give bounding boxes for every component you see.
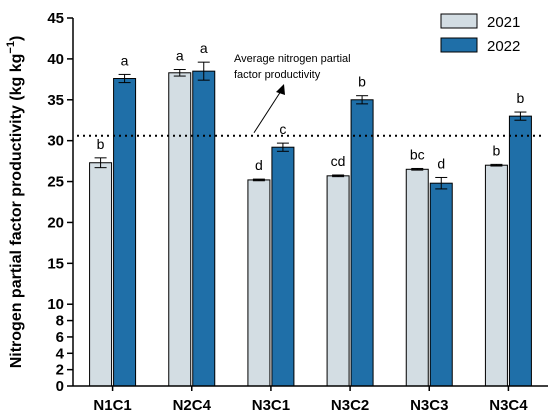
annotation-line-2: factor productivity [234,69,321,81]
legend-swatch-2021 [440,13,478,29]
significance-letter: b [358,74,366,90]
bar-2022-N1C1 [113,78,137,387]
bar-2022-N3C2 [350,99,374,387]
error-bars-layer [94,61,527,190]
x-tick-label: N1C1 [93,397,131,414]
bar-2021-N1C1 [89,162,113,387]
bar-2021-N2C4 [168,72,192,387]
y-axis-label: Nitrogen partial factor productivity (kg… [5,36,25,369]
annotation-line-1: Average nitrogen partial [234,53,351,65]
legend: 2021 2022 [440,13,520,55]
x-tick-label: N3C3 [410,397,448,414]
significance-letter: d [255,157,263,173]
significance-letter: d [437,155,445,171]
y-axis-label-superscript: −1 [5,41,17,54]
significance-letter: a [176,48,184,64]
significance-letter: b [97,136,105,152]
y-axis-label-main: Nitrogen partial factor productivity (kg… [8,54,25,369]
y-tick-label: 15 [47,255,64,272]
annotation-group: Average nitrogen partial factor producti… [234,53,351,134]
bar-2022-N3C1 [271,146,295,387]
x-tick-label: N3C1 [252,397,290,414]
significance-letter: bc [410,146,425,162]
x-ticks: N1C1 N2C4 N3C1 N3C2 N3C3 N3C4 [93,386,528,414]
significance-letter: b [493,142,501,158]
bar-2022-N3C4 [508,115,532,387]
significance-letter: a [121,52,129,68]
y-axis-label-close: ) [8,36,25,41]
bar-2021-N3C4 [484,164,508,387]
y-tick-label: 8 [56,313,64,330]
bar-2022-N2C4 [192,70,216,387]
annotation-arrow [253,90,282,134]
y-tick-label: 20 [47,214,64,231]
legend-label-2022: 2022 [487,38,520,55]
bar-2022-N3C3 [429,182,453,387]
y-tick-label: 45 [47,10,64,27]
significance-letter: cd [331,153,346,169]
y-tick-label: 0 [56,378,64,395]
bar-2021-N3C3 [405,168,429,387]
y-tick-label: 6 [56,329,64,346]
y-tick-label: 2 [56,362,64,379]
y-tick-label: 4 [56,345,65,362]
legend-swatch-2022 [440,37,478,53]
x-tick-label: N3C2 [331,397,369,414]
x-tick-label: N3C4 [489,397,528,414]
legend-label-2021: 2021 [487,14,520,31]
significance-letter: a [200,40,208,56]
significance-letter: c [279,121,286,137]
y-tick-label: 35 [47,92,64,109]
y-tick-label: 30 [47,133,64,150]
bar-2021-N3C1 [247,179,271,387]
y-tick-label: 25 [47,174,64,191]
bars-layer [89,70,532,387]
annotation-arrowhead [276,84,285,95]
significance-letter: b [517,90,525,106]
y-tick-label: 40 [47,51,64,68]
y-tick-label: 10 [47,296,64,313]
bar-2021-N3C2 [326,175,350,387]
x-tick-label: N2C4 [173,397,212,414]
